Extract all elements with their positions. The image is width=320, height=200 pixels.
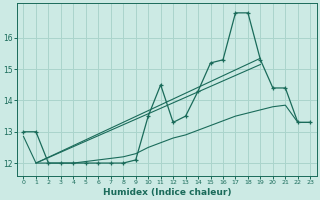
X-axis label: Humidex (Indice chaleur): Humidex (Indice chaleur) [103, 188, 231, 197]
